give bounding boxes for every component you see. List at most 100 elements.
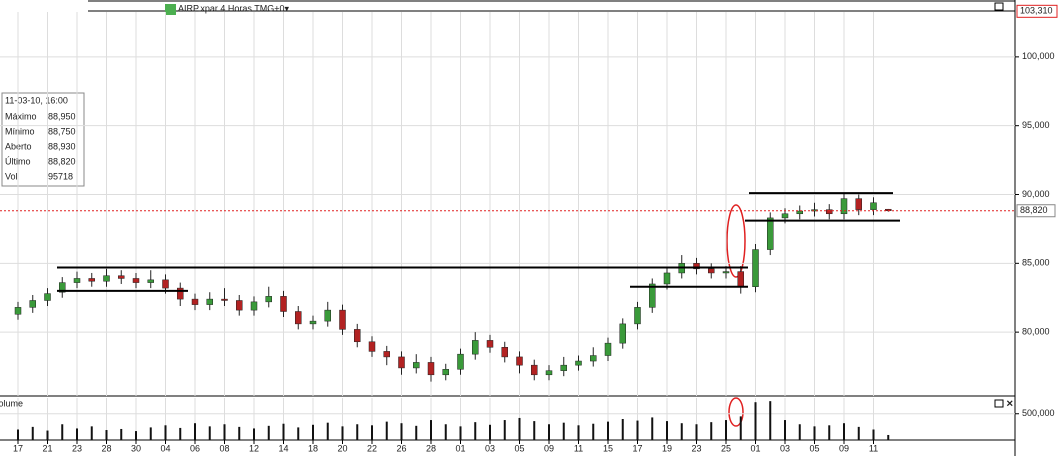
volume-bar [562,422,565,440]
candle-body [619,323,626,344]
candle-body [472,340,479,355]
highlight-ellipse [726,204,746,278]
x-tick-label: 15 [603,443,613,453]
info-date: 11-03-10, 16:00 [5,95,68,105]
candle-body [324,309,331,322]
x-tick-label: 11 [869,443,878,453]
volume-bar [577,425,580,440]
candle-body [368,341,376,352]
icon [165,4,176,15]
highlight-ellipse [728,397,744,427]
x-tick-label: 19 [662,443,672,453]
x-tick-label: 20 [337,443,347,453]
candle-body [516,356,523,366]
last-price-box [1016,204,1056,218]
window-button[interactable] [994,2,1004,11]
info-value: 95718 [48,171,73,181]
volume-bar [666,421,668,440]
candle-body [826,209,833,215]
candle-body [295,311,302,325]
candle-body [118,275,125,279]
candle-body [767,217,774,250]
volume-bar [61,424,64,440]
candle-body [103,275,110,282]
candle-body [575,360,582,366]
info-value: 88,820 [48,156,76,166]
volume-bar [636,420,639,440]
candle-body [73,278,81,283]
volume-bar [238,426,241,440]
volume-bar [887,434,890,440]
volume-bar [179,427,182,440]
candle-body [383,351,390,358]
volume-bar [341,426,344,440]
x-tick-label: 26 [396,443,406,453]
volume-bar [105,430,108,440]
volume-bar [680,423,683,440]
volume-bar [459,426,462,440]
volume-bar [843,423,845,440]
candle-body [457,353,464,370]
candle-body [206,298,213,305]
volume-bar [46,430,49,440]
candle-body [280,296,287,312]
y-tick-label: 95,000 [1022,120,1050,130]
top-price-label: 103,310 [1020,6,1053,16]
volume-bar [503,420,506,440]
volume-bar [857,426,860,440]
candle-body [649,283,656,308]
volume-bar [164,425,167,440]
x-tick-label: 25 [721,443,731,453]
volume-bar [31,426,34,440]
info-box: 11-03-10, 16:00 Máximo 88,950 Mínimo 88,750… [1,92,85,187]
candle-body [236,300,243,311]
volume-bar [651,417,654,440]
volume-bar [754,402,757,440]
x-tick-label: 22 [367,443,377,453]
x-tick-label: 09 [544,443,554,453]
info-value: 88,930 [48,141,76,151]
candle-body [590,355,597,362]
x-tick-label: 14 [278,443,288,453]
volume-bar [592,423,595,440]
window-button[interactable] [994,399,1004,408]
x-tick-label: 05 [809,443,819,453]
volume-bar [17,429,19,440]
candle-body [265,296,272,303]
chart-title: AIRP.xpar 4 Horas TMG+0▾ [178,3,289,13]
x-tick-label: 23 [72,443,82,453]
volume-bar [400,423,403,440]
volume-bar [739,416,742,440]
candle-body [501,347,508,358]
volume-bar [385,421,388,440]
volume-bar [548,424,550,440]
x-tick-label: 30 [131,443,141,453]
volume-bar [282,423,285,440]
candle-body [398,356,405,369]
candle-body [722,271,730,274]
candle-body [427,362,435,376]
candle-body [29,300,36,308]
volume-bar [725,420,727,440]
volume-bar [90,426,93,440]
info-value: 88,750 [48,126,76,136]
x-tick-label: 28 [101,443,111,453]
candle-body [354,329,361,343]
volume-bar [149,427,152,440]
candle-body [132,278,140,283]
x-tick-label: 06 [190,443,200,453]
volume-bar [769,401,772,440]
candle-body [486,340,494,348]
volume-bar [533,421,536,440]
volume-bar [415,425,418,440]
close-button[interactable]: ✕ [1006,398,1014,408]
candle-body [191,298,199,305]
info-label: Máximo [5,111,37,121]
x-tick-label: 01 [455,443,465,453]
candle-body [442,369,449,376]
candle-body [339,309,346,330]
volume-bar [621,419,624,440]
x-tick-label: 28 [426,443,436,453]
volume-bar [253,428,255,440]
x-tick-label: 17 [632,443,642,453]
